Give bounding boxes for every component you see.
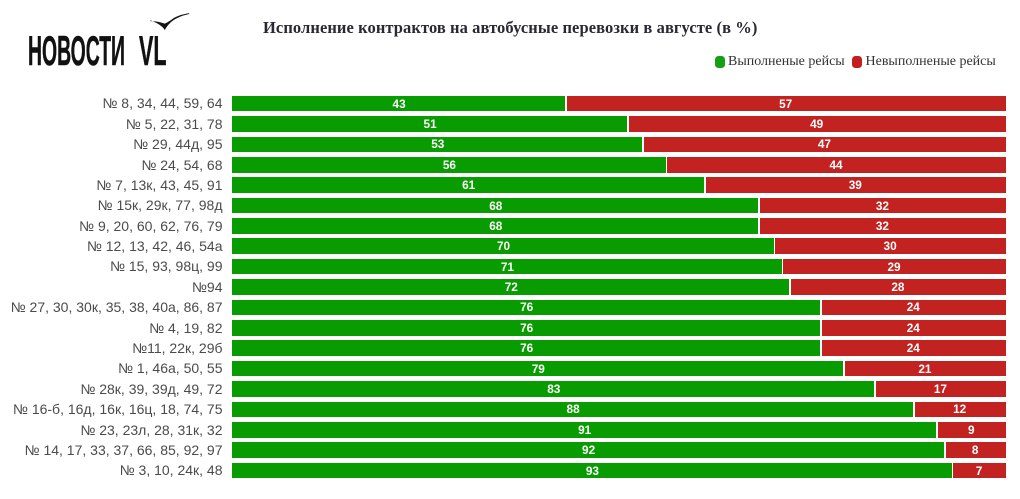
svg-text:VL: VL — [139, 27, 167, 74]
svg-text:НОВОСТИ: НОВОСТИ — [28, 27, 125, 74]
